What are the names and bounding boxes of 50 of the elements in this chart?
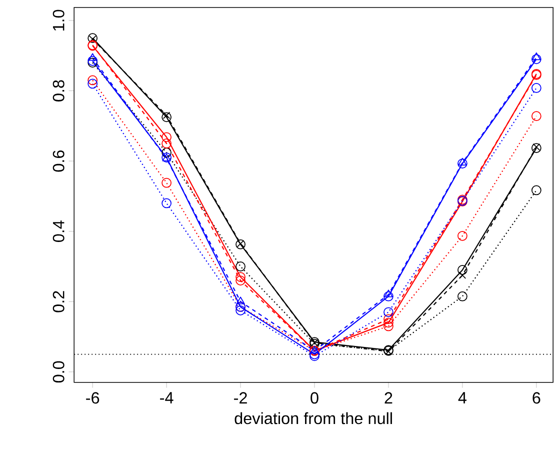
point: [88, 53, 97, 61]
point: [236, 272, 246, 282]
point: [384, 290, 393, 298]
y-tick-label: 0.0: [52, 361, 64, 383]
point: [531, 83, 542, 94]
point: [162, 132, 172, 142]
point: [162, 148, 172, 158]
y-tick-label: 0.4: [52, 220, 64, 242]
point: [532, 144, 540, 151]
point: [458, 158, 468, 169]
y-tick-label: 1.0: [52, 10, 64, 31]
x-axis-title: deviation from the null: [234, 412, 392, 424]
point: [384, 321, 394, 332]
point: [532, 52, 541, 60]
x-tick-label: 2: [384, 392, 392, 404]
point: [531, 185, 542, 196]
point: [236, 276, 246, 286]
point: [162, 198, 172, 208]
point: [384, 307, 394, 318]
point: [236, 262, 246, 272]
x-tick-label: 6: [532, 392, 540, 404]
y-tick-label: 0.2: [52, 291, 64, 312]
x-tick-label: 4: [458, 392, 466, 404]
x-tick-label: -2: [234, 392, 247, 404]
point: [236, 296, 245, 304]
point: [531, 54, 542, 64]
point: [458, 265, 468, 276]
point: [458, 158, 467, 166]
point: [88, 33, 98, 44]
point: [384, 292, 394, 302]
point: [162, 112, 170, 120]
point: [384, 314, 394, 324]
y-tick-label: 0.6: [52, 150, 64, 172]
point: [162, 178, 172, 188]
x-tick-label: -6: [86, 392, 100, 404]
point: [384, 318, 394, 328]
point: [458, 231, 468, 241]
point: [162, 112, 172, 122]
point: [88, 78, 98, 89]
point: [88, 75, 98, 86]
point: [88, 36, 96, 43]
x-tick-label: -4: [160, 392, 174, 404]
point: [458, 272, 466, 280]
point: [458, 292, 468, 302]
point: [236, 306, 246, 316]
point: [531, 111, 542, 122]
y-tick-label: 0.8: [52, 80, 64, 102]
point: [531, 143, 542, 154]
point: [162, 138, 172, 149]
x-tick-label: 0: [310, 392, 318, 404]
